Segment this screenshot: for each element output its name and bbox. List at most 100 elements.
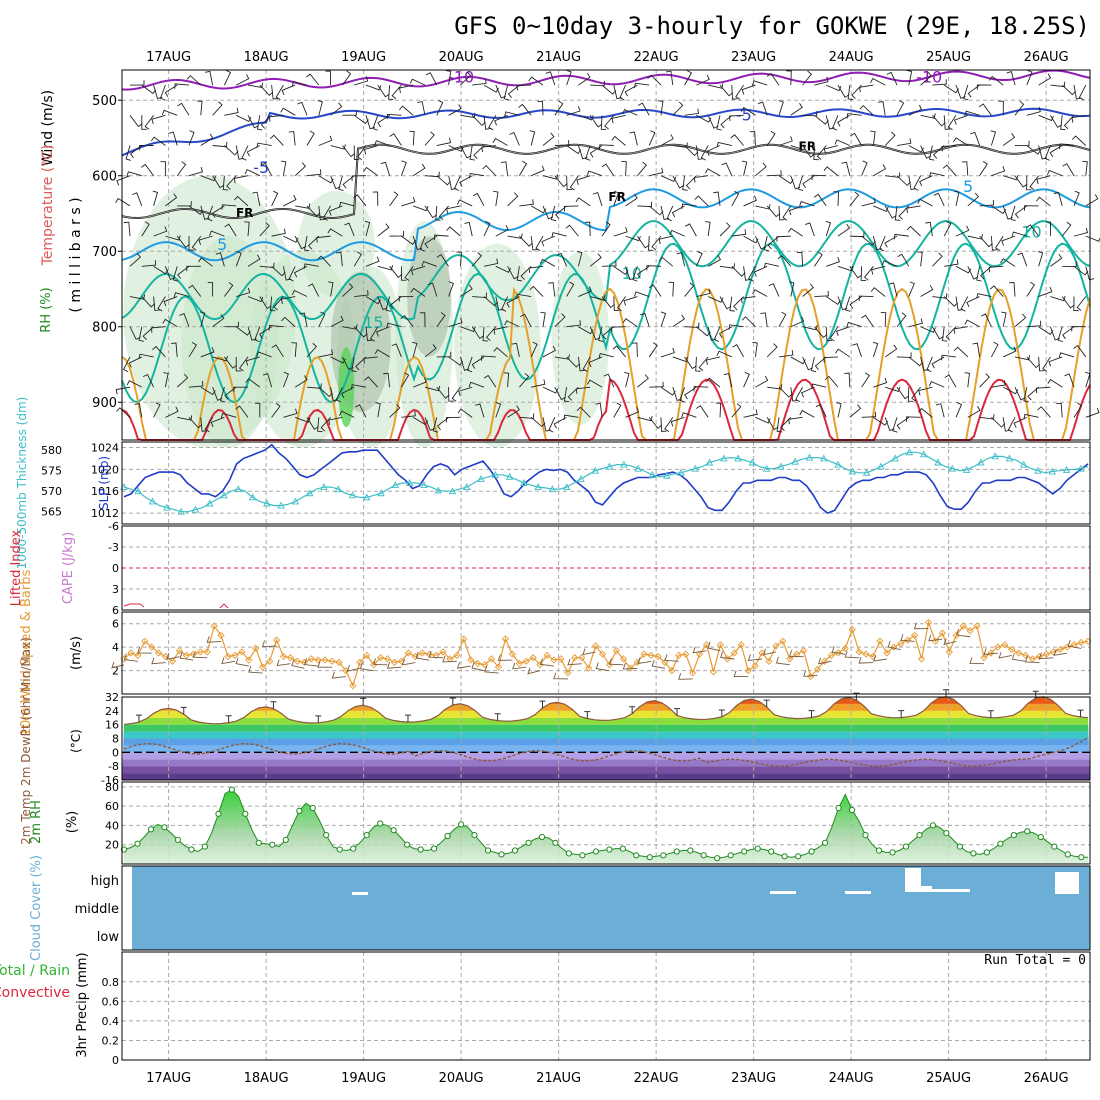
wind-barb <box>469 145 475 161</box>
wind-barb <box>436 386 450 399</box>
wind-barb <box>631 342 638 357</box>
wind-barb <box>814 251 823 267</box>
wind-barb <box>460 326 476 333</box>
wind-barb <box>670 416 685 427</box>
wind-barb-10m <box>651 659 666 669</box>
wind-barb <box>1063 114 1075 130</box>
wind-barb <box>200 417 207 432</box>
wind-barb <box>780 417 792 432</box>
wind-barb <box>471 356 485 369</box>
wind-barb <box>247 296 264 303</box>
wind-barb <box>813 145 819 161</box>
thickness-marker <box>805 453 814 461</box>
wind-barb <box>896 312 907 328</box>
wind-barb <box>790 144 807 151</box>
wind-speed-marker <box>980 654 988 662</box>
wind-barb <box>1061 84 1077 96</box>
wind-barb <box>625 407 640 418</box>
precip-run-total: Run Total = 0 <box>984 953 1086 968</box>
wind-barb <box>528 76 544 86</box>
rh-marker <box>1051 843 1058 850</box>
wind-barb <box>328 205 343 216</box>
minmax-marker <box>629 706 636 714</box>
wind-barb-10m <box>261 640 277 647</box>
wind-barb <box>306 342 318 358</box>
top-date-label: 18AUG <box>244 50 289 65</box>
wind-barb <box>424 235 438 249</box>
wind-barb <box>531 165 545 177</box>
wind-barb <box>464 221 473 237</box>
wind-barb <box>611 135 626 146</box>
wind-barb <box>636 265 650 279</box>
wind-barb <box>733 296 744 311</box>
wind-barb-10m <box>983 648 998 655</box>
contour-label: 10 <box>1021 222 1041 241</box>
wind-barb <box>651 235 662 251</box>
wind-barb <box>1050 253 1063 267</box>
wind-barb <box>932 145 945 159</box>
wind-barb <box>837 114 851 127</box>
wind-barb <box>179 313 190 327</box>
wind-barb <box>400 315 414 328</box>
wind-barb <box>247 254 261 267</box>
wind-barb <box>719 296 732 310</box>
wind-barb <box>1073 190 1080 207</box>
wind-speed-marker <box>793 650 801 658</box>
wind-barb <box>456 199 473 207</box>
wind-tick: 2 <box>112 665 119 678</box>
wind-tick: 4 <box>112 641 119 654</box>
rh-marker <box>188 846 195 853</box>
wind-speed-marker <box>266 657 274 665</box>
rh-marker <box>687 847 694 854</box>
wind-barb <box>728 324 744 330</box>
wind-barb-10m <box>553 672 568 680</box>
wind-barb <box>129 145 143 159</box>
wind-barb <box>1062 326 1075 340</box>
wind-barb <box>917 198 933 207</box>
wind-barb <box>186 75 202 86</box>
wind-barb <box>705 221 711 237</box>
wind-barb <box>648 130 656 146</box>
wind-barb <box>126 171 142 177</box>
wind-barb <box>881 260 898 267</box>
wind-barb <box>967 405 981 418</box>
wind-barb <box>1073 85 1082 100</box>
wind-barb <box>389 231 405 237</box>
rh-2m-panel: 20 40 60 80 <box>105 781 1091 865</box>
rh-marker <box>431 845 438 852</box>
wind-barb <box>598 326 604 342</box>
rh-marker <box>997 840 1004 847</box>
wind-speed-marker <box>1015 649 1023 657</box>
slp-tick: 1016 <box>91 485 119 498</box>
wind-barb <box>563 414 579 421</box>
wind-barb <box>157 296 166 312</box>
wind-barb <box>567 386 579 401</box>
wind-barb <box>872 341 879 358</box>
wind-barb <box>603 373 615 388</box>
wind-barb <box>694 195 709 207</box>
wind-barb <box>212 101 223 116</box>
wind-barb <box>616 296 626 312</box>
wind-barb <box>648 205 664 216</box>
wind-barb <box>1085 266 1095 281</box>
wind-barb <box>668 281 674 297</box>
wind-speed-marker <box>1001 641 1009 649</box>
wind-barb <box>826 256 840 267</box>
precip-tick: 0 <box>112 1054 119 1067</box>
wind-barb <box>386 322 402 328</box>
wind-barb <box>994 235 1004 251</box>
wind-barb <box>964 110 980 117</box>
wind-barb <box>535 235 544 252</box>
wind-barb <box>438 205 449 221</box>
wind-barb <box>755 375 769 388</box>
wind-barb <box>576 251 583 267</box>
wind-barb <box>224 386 237 400</box>
wind-barb <box>1082 160 1088 176</box>
wind-barb <box>1014 100 1025 116</box>
wind-barb-10m <box>664 654 679 662</box>
wind-barb <box>814 326 828 339</box>
wind-barb <box>1026 356 1040 369</box>
rh-tick: 80 <box>105 781 119 794</box>
wind-barb <box>613 402 622 418</box>
